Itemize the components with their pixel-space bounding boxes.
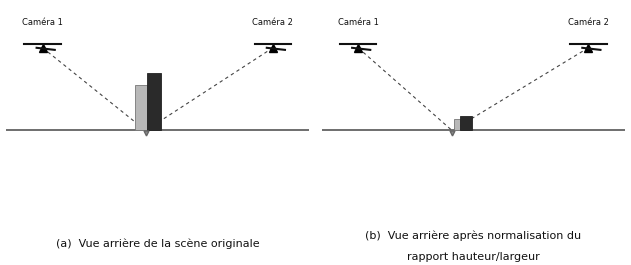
Bar: [146, 73, 161, 130]
Bar: [460, 116, 472, 130]
Bar: [454, 119, 460, 130]
Text: rapport hauteur/largeur: rapport hauteur/largeur: [407, 252, 540, 262]
Text: (b)  Vue arrière après normalisation du: (b) Vue arrière après normalisation du: [365, 231, 581, 241]
Bar: [135, 85, 146, 130]
Text: Caméra 2: Caméra 2: [252, 18, 293, 27]
Text: Caméra 1: Caméra 1: [338, 18, 379, 27]
Text: Caméra 2: Caméra 2: [568, 18, 609, 27]
Text: (a)  Vue arrière de la scène originale: (a) Vue arrière de la scène originale: [56, 238, 259, 249]
Text: Caméra 1: Caméra 1: [22, 18, 63, 27]
